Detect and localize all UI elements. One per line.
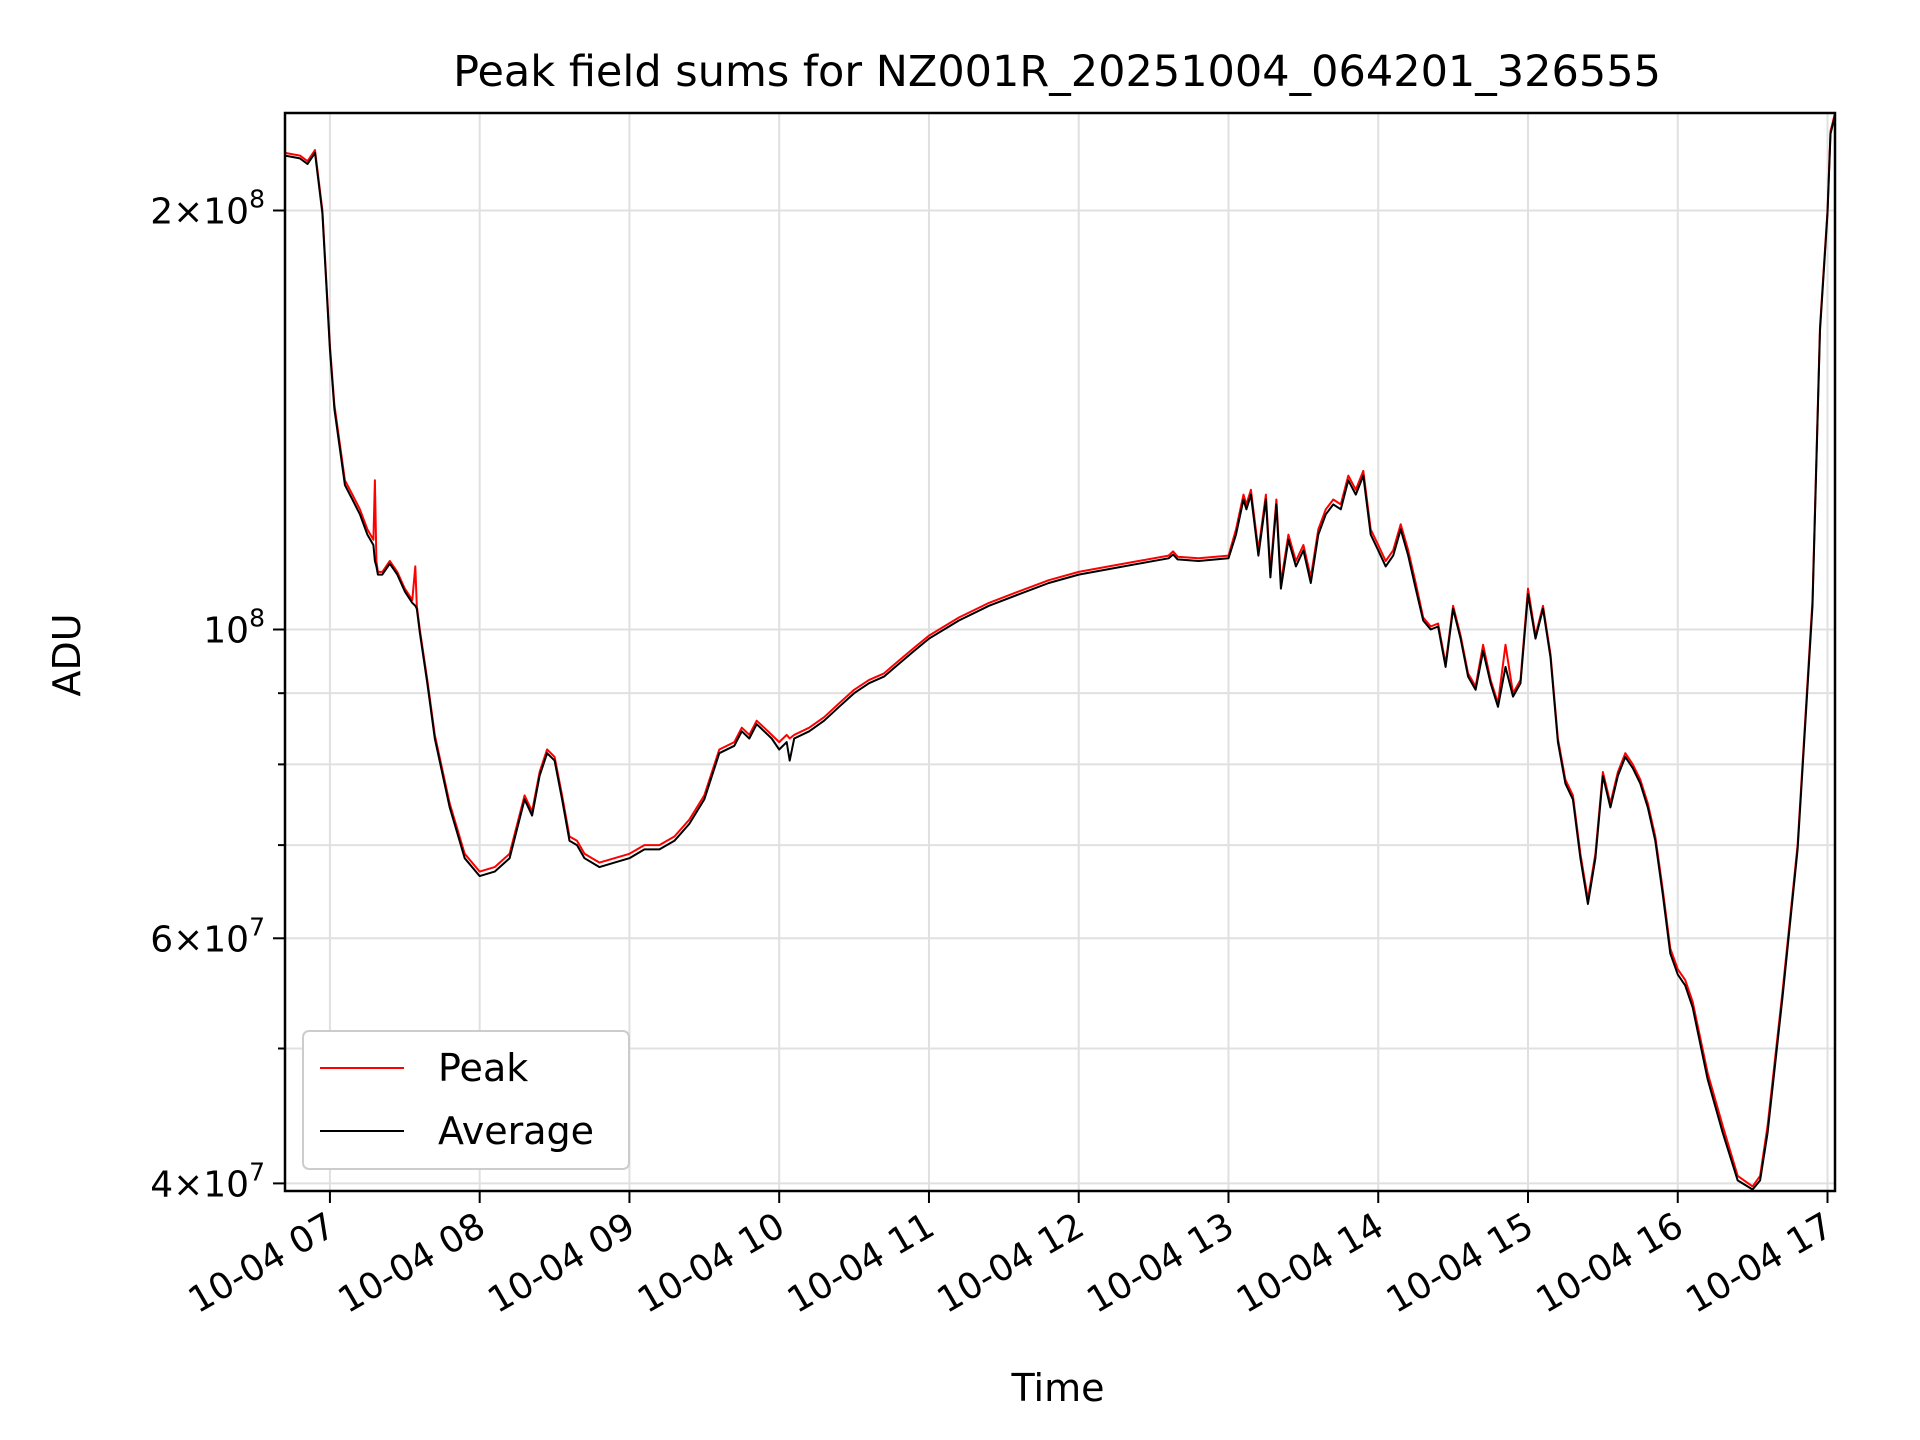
legend-box — [302, 1030, 630, 1170]
y-axis: 4×107 6×107 108 2×108 — [150, 184, 285, 1205]
legend: Peak Average — [302, 1030, 630, 1170]
series-line-average — [285, 115, 1835, 1191]
chart-title: Peak field sums for NZ001R_20251004_0642… — [453, 47, 1661, 97]
y-axis-label: ADU — [45, 613, 89, 696]
legend-label-peak: Peak — [438, 1046, 528, 1090]
y-tick-label: 2×108 — [150, 184, 265, 232]
x-axis-label: Time — [1011, 1366, 1105, 1410]
y-tick-label: 108 — [203, 603, 265, 651]
plot-frame — [283, 111, 1837, 1193]
plot-series — [285, 113, 1835, 1191]
y-tick-label: 4×107 — [150, 1157, 265, 1205]
legend-label-average: Average — [438, 1109, 594, 1153]
y-tick-label: 6×107 — [150, 912, 265, 960]
